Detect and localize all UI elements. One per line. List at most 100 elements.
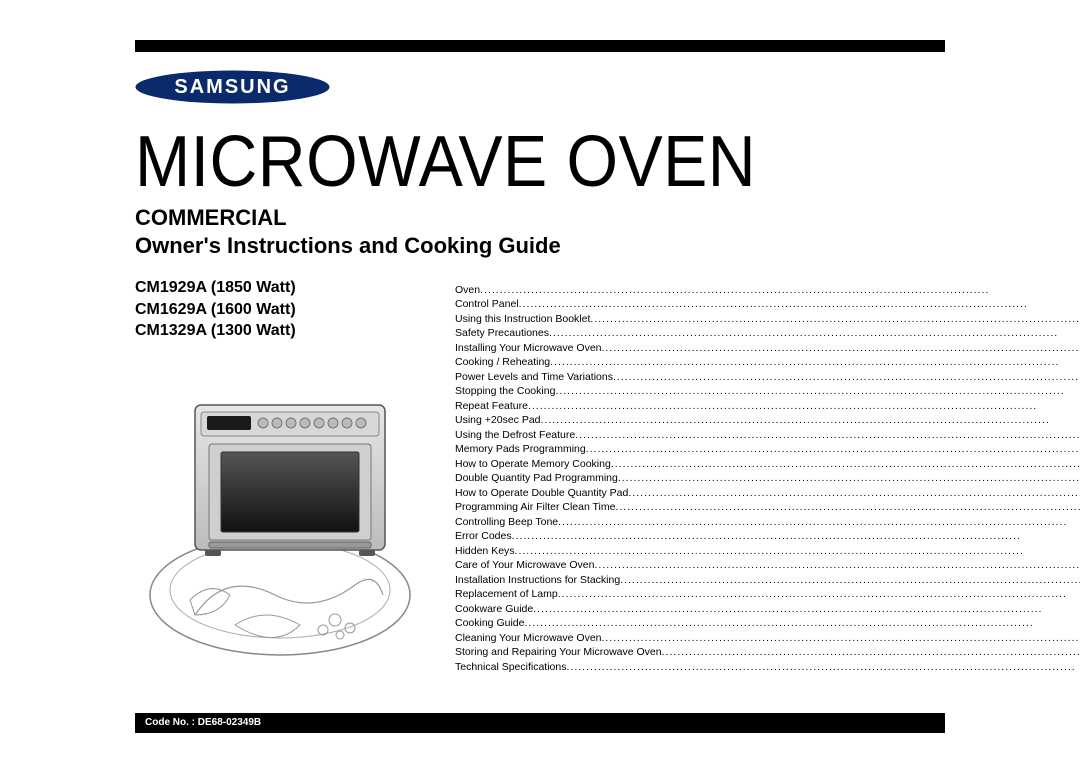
toc-leader-dots bbox=[594, 558, 1080, 572]
toc-leader-dots bbox=[586, 442, 1080, 456]
toc-row: Cookware Guide18 bbox=[455, 602, 1080, 616]
toc-label: Double Quantity Pad Programming bbox=[455, 471, 618, 485]
toc-leader-dots bbox=[524, 616, 1080, 630]
toc-leader-dots bbox=[528, 399, 1080, 413]
toc-leader-dots bbox=[575, 428, 1080, 442]
toc-row: Control Panel2 bbox=[455, 297, 1080, 311]
toc-leader-dots bbox=[555, 384, 1080, 398]
toc-leader-dots bbox=[611, 457, 1080, 471]
toc-leader-dots bbox=[662, 645, 1080, 659]
toc-label: Replacement of Lamp bbox=[455, 587, 558, 601]
toc-label: Repeat Feature bbox=[455, 399, 528, 413]
toc-row: Hidden Keys15 bbox=[455, 544, 1080, 558]
content-row: CM1929A (1850 Watt) CM1629A (1600 Watt) … bbox=[135, 277, 945, 674]
product-illustration-icon bbox=[135, 370, 425, 665]
toc-label: Control Panel bbox=[455, 297, 519, 311]
toc-row: Using +20sec Pad8 bbox=[455, 413, 1080, 427]
toc-label: How to Operate Memory Cooking bbox=[455, 457, 611, 471]
toc-row: Replacement of Lamp17 bbox=[455, 587, 1080, 601]
left-column: CM1929A (1850 Watt) CM1629A (1600 Watt) … bbox=[135, 277, 425, 674]
toc-row: Double Quantity Pad Programming11 bbox=[455, 471, 1080, 485]
toc-label: Using +20sec Pad bbox=[455, 413, 541, 427]
toc-label: Hidden Keys bbox=[455, 544, 515, 558]
svg-text:SAMSUNG: SAMSUNG bbox=[174, 76, 290, 98]
toc-label: Stopping the Cooking bbox=[455, 384, 555, 398]
model-item: CM1929A (1850 Watt) bbox=[135, 277, 425, 299]
toc-leader-dots bbox=[515, 544, 1080, 558]
toc-row: Installation Instructions for Stacking17 bbox=[455, 573, 1080, 587]
toc-label: Using this Instruction Booklet bbox=[455, 312, 590, 326]
toc-leader-dots bbox=[602, 341, 1080, 355]
product-subtitle-guide: Owner's Instructions and Cooking Guide bbox=[135, 233, 945, 259]
toc-leader-dots bbox=[541, 413, 1080, 427]
toc-label: Cookware Guide bbox=[455, 602, 533, 616]
toc-leader-dots bbox=[602, 631, 1080, 645]
toc-label: Technical Specifications bbox=[455, 660, 566, 674]
model-item: CM1629A (1600 Watt) bbox=[135, 299, 425, 321]
toc-label: Power Levels and Time Variations bbox=[455, 370, 613, 384]
toc-label: Safety Precautiones bbox=[455, 326, 549, 340]
toc-label: Installing Your Microwave Oven bbox=[455, 341, 602, 355]
toc-row: How to Operate Double Quantity Pad12 bbox=[455, 486, 1080, 500]
toc-label: Controlling Beep Tone bbox=[455, 515, 558, 529]
toc-label: Cleaning Your Microwave Oven bbox=[455, 631, 602, 645]
toc-row: Oven2 bbox=[455, 283, 1080, 297]
toc-row: Cooking / Reheating5 bbox=[455, 355, 1080, 369]
toc-row: Error Codes14 bbox=[455, 529, 1080, 543]
product-subtitle-commercial: COMMERCIAL bbox=[135, 205, 945, 231]
toc-row: Care of Your Microwave Oven15 bbox=[455, 558, 1080, 572]
footer-code: Code No. : DE68-02349B bbox=[145, 717, 261, 728]
toc-row: Controlling Beep Tone13 bbox=[455, 515, 1080, 529]
toc-leader-dots bbox=[550, 355, 1080, 369]
toc-leader-dots bbox=[613, 370, 1080, 384]
brand-logo-row: SAMSUNG bbox=[135, 70, 945, 109]
toc-leader-dots bbox=[590, 312, 1080, 326]
toc-label: Cooking Guide bbox=[455, 616, 524, 630]
toc-leader-dots bbox=[519, 297, 1080, 311]
toc-row: Cleaning Your Microwave Oven21 bbox=[455, 631, 1080, 645]
toc-leader-dots bbox=[512, 529, 1080, 543]
top-accent-bar bbox=[135, 40, 945, 52]
footer-bar: Code No. : DE68-02349B bbox=[135, 713, 945, 733]
toc-row: Installing Your Microwave Oven4 bbox=[455, 341, 1080, 355]
toc-leader-dots bbox=[558, 587, 1080, 601]
toc-row: Using this Instruction Booklet3 bbox=[455, 312, 1080, 326]
toc-label: Care of Your Microwave Oven bbox=[455, 558, 594, 572]
table-of-contents: Oven2Control Panel2Using this Instructio… bbox=[455, 283, 1080, 674]
toc-label: Error Codes bbox=[455, 529, 512, 543]
toc-leader-dots bbox=[615, 500, 1080, 514]
toc-label: Memory Pads Programming bbox=[455, 442, 586, 456]
toc-row: Using the Defrost Feature8 bbox=[455, 428, 1080, 442]
toc-row: Safety Precautiones3 bbox=[455, 326, 1080, 340]
toc-row: Technical Specifications22 bbox=[455, 660, 1080, 674]
toc-label: Programming Air Filter Clean Time bbox=[455, 500, 615, 514]
model-item: CM1329A (1300 Watt) bbox=[135, 320, 425, 342]
toc-leader-dots bbox=[618, 471, 1080, 485]
right-column: Oven2Control Panel2Using this Instructio… bbox=[455, 277, 1080, 674]
toc-label: Oven bbox=[455, 283, 480, 297]
toc-label: Storing and Repairing Your Microwave Ove… bbox=[455, 645, 662, 659]
toc-label: Using the Defrost Feature bbox=[455, 428, 575, 442]
toc-leader-dots bbox=[480, 283, 1080, 297]
document-page: SAMSUNG MICROWAVE OVEN COMMERCIAL Owner'… bbox=[135, 40, 945, 674]
product-title: MICROWAVE OVEN bbox=[135, 121, 880, 203]
toc-leader-dots bbox=[533, 602, 1080, 616]
samsung-logo-icon: SAMSUNG bbox=[135, 70, 330, 109]
toc-row: Storing and Repairing Your Microwave Ove… bbox=[455, 645, 1080, 659]
toc-leader-dots bbox=[549, 326, 1080, 340]
toc-row: How to Operate Memory Cooking11 bbox=[455, 457, 1080, 471]
toc-leader-dots bbox=[566, 660, 1080, 674]
toc-row: Stopping the Cooking7 bbox=[455, 384, 1080, 398]
model-list: CM1929A (1850 Watt) CM1629A (1600 Watt) … bbox=[135, 277, 425, 342]
toc-label: How to Operate Double Quantity Pad bbox=[455, 486, 628, 500]
toc-row: Programming Air Filter Clean Time13 bbox=[455, 500, 1080, 514]
toc-leader-dots bbox=[628, 486, 1080, 500]
toc-row: Cooking Guide19 bbox=[455, 616, 1080, 630]
toc-leader-dots bbox=[620, 573, 1080, 587]
toc-label: Cooking / Reheating bbox=[455, 355, 550, 369]
toc-row: Memory Pads Programming9 bbox=[455, 442, 1080, 456]
toc-label: Installation Instructions for Stacking bbox=[455, 573, 620, 587]
toc-row: Repeat Feature7 bbox=[455, 399, 1080, 413]
toc-row: Power Levels and Time Variations6 bbox=[455, 370, 1080, 384]
toc-leader-dots bbox=[558, 515, 1080, 529]
